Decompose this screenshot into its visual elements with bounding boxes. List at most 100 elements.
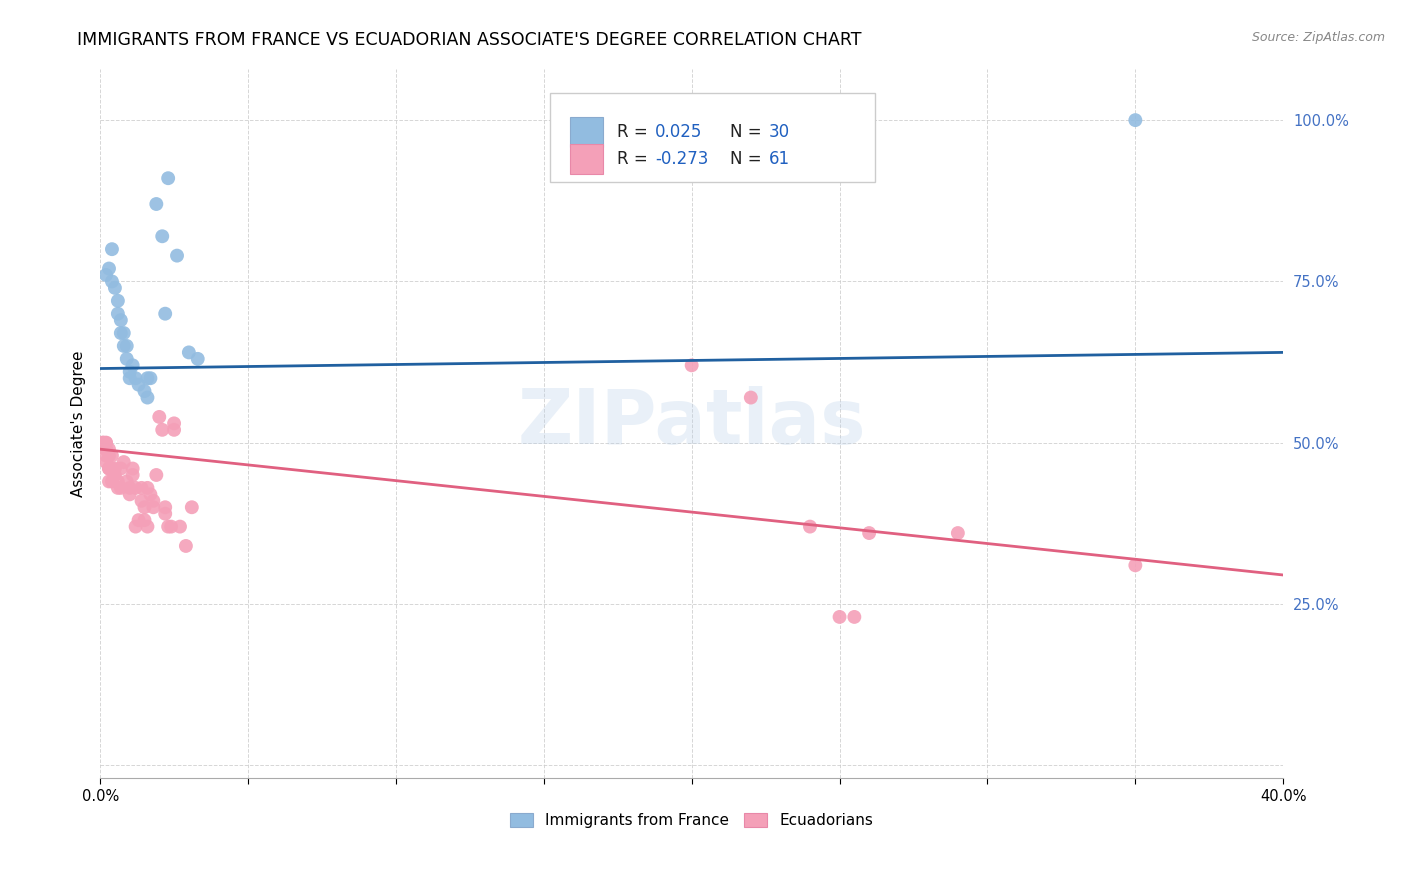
Point xyxy=(94,455,117,469)
Point xyxy=(136,481,159,495)
Point xyxy=(121,467,143,482)
Point xyxy=(112,339,135,353)
Point xyxy=(91,435,114,450)
Point xyxy=(91,435,114,450)
Point xyxy=(94,268,117,282)
Point xyxy=(153,307,176,321)
Point xyxy=(134,500,156,515)
Text: N =: N = xyxy=(730,150,766,168)
Point xyxy=(101,242,124,256)
Point xyxy=(98,449,121,463)
Point xyxy=(124,371,146,385)
Point xyxy=(157,171,180,186)
Point xyxy=(128,377,150,392)
Point xyxy=(799,519,821,533)
Point xyxy=(142,493,165,508)
Point xyxy=(104,461,127,475)
Point xyxy=(104,467,127,482)
Point xyxy=(131,493,153,508)
Text: N =: N = xyxy=(730,123,766,142)
Point xyxy=(153,500,176,515)
Point xyxy=(110,326,132,340)
Point xyxy=(107,307,129,321)
Point xyxy=(858,526,880,541)
Point xyxy=(98,475,121,489)
Point xyxy=(124,481,146,495)
Point xyxy=(118,365,141,379)
Point xyxy=(110,461,132,475)
Point xyxy=(91,435,114,450)
Point xyxy=(121,359,143,373)
Point xyxy=(145,467,167,482)
Point xyxy=(115,339,138,353)
Point xyxy=(110,313,132,327)
Point xyxy=(1123,558,1146,573)
Text: 61: 61 xyxy=(769,150,790,168)
Point xyxy=(136,371,159,385)
Text: IMMIGRANTS FROM FRANCE VS ECUADORIAN ASSOCIATE'S DEGREE CORRELATION CHART: IMMIGRANTS FROM FRANCE VS ECUADORIAN ASS… xyxy=(77,31,862,49)
Point xyxy=(139,487,162,501)
Text: Source: ZipAtlas.com: Source: ZipAtlas.com xyxy=(1251,31,1385,45)
Point xyxy=(112,326,135,340)
Point xyxy=(107,293,129,308)
Y-axis label: Associate's Degree: Associate's Degree xyxy=(72,351,86,497)
Point xyxy=(128,513,150,527)
Point xyxy=(98,261,121,276)
Point xyxy=(98,461,121,475)
Point xyxy=(148,409,170,424)
Point xyxy=(166,249,188,263)
Point xyxy=(169,519,191,533)
Point xyxy=(110,481,132,495)
Point xyxy=(94,449,117,463)
Point xyxy=(104,281,127,295)
Point xyxy=(107,475,129,489)
Point xyxy=(157,519,180,533)
Text: R =: R = xyxy=(617,123,654,142)
Point xyxy=(94,442,117,457)
Point xyxy=(163,417,186,431)
Point xyxy=(946,526,969,541)
Point xyxy=(115,351,138,366)
Bar xyxy=(569,118,603,147)
Point xyxy=(101,275,124,289)
Point xyxy=(136,519,159,533)
Point xyxy=(177,345,200,359)
Text: -0.273: -0.273 xyxy=(655,150,709,168)
Point xyxy=(187,351,209,366)
Point xyxy=(115,475,138,489)
Point xyxy=(107,481,129,495)
Point xyxy=(153,507,176,521)
Point xyxy=(118,487,141,501)
Point xyxy=(1123,113,1146,128)
Point xyxy=(101,449,124,463)
Point xyxy=(131,481,153,495)
Point xyxy=(136,391,159,405)
Point xyxy=(124,519,146,533)
Point xyxy=(174,539,197,553)
Legend: Immigrants from France, Ecuadorians: Immigrants from France, Ecuadorians xyxy=(503,807,880,834)
Point xyxy=(681,359,703,373)
Text: R =: R = xyxy=(617,150,654,168)
Text: 30: 30 xyxy=(769,123,790,142)
Point xyxy=(828,610,851,624)
Point xyxy=(98,442,121,457)
Point xyxy=(94,435,117,450)
Point xyxy=(101,475,124,489)
Point xyxy=(101,461,124,475)
Text: 0.025: 0.025 xyxy=(655,123,703,142)
Point xyxy=(740,391,762,405)
Point xyxy=(145,197,167,211)
Point xyxy=(118,481,141,495)
Point xyxy=(150,229,173,244)
Point xyxy=(118,371,141,385)
Point xyxy=(134,513,156,527)
Point xyxy=(94,435,117,450)
Bar xyxy=(569,144,603,174)
Point xyxy=(94,442,117,457)
Point xyxy=(142,500,165,515)
Point xyxy=(139,371,162,385)
Point xyxy=(98,461,121,475)
Text: ZIPatlas: ZIPatlas xyxy=(517,386,866,460)
Point xyxy=(121,461,143,475)
Point xyxy=(160,519,183,533)
